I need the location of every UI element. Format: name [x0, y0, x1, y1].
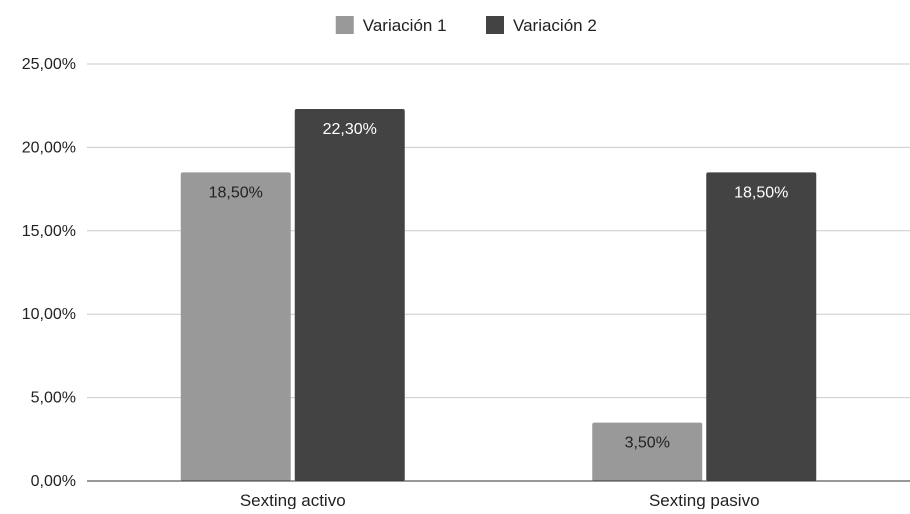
bar — [180, 172, 291, 482]
bar — [706, 172, 817, 482]
data-label: 18,50% — [734, 184, 788, 201]
data-label: 3,50% — [625, 435, 670, 452]
y-axis-ticks: 0,00% 5,00% 10,00% 15,00% 20,00% 25,00% — [22, 56, 76, 490]
x-tick-label: Sexting activo — [240, 491, 346, 509]
y-tick-label: 20,00% — [22, 139, 76, 156]
legend-label: Variación 2 — [513, 16, 597, 35]
y-tick-label: 15,00% — [22, 223, 76, 240]
y-tick-label: 0,00% — [31, 473, 76, 490]
data-label: 22,30% — [323, 121, 377, 138]
x-tick-label: Sexting pasivo — [649, 491, 760, 509]
y-tick-label: 10,00% — [22, 306, 76, 323]
legend: Variación 1 Variación 2 — [335, 16, 597, 35]
y-tick-label: 25,00% — [22, 56, 76, 73]
bar — [592, 422, 703, 481]
y-tick-label: 5,00% — [31, 390, 76, 407]
legend-label: Variación 1 — [363, 16, 447, 35]
legend-swatch — [486, 16, 504, 34]
x-axis-ticks: Sexting activo Sexting pasivo — [240, 491, 760, 510]
bars: 18,50% 22,30% 3,50% 18,50% — [180, 109, 817, 482]
data-label: 18,50% — [209, 184, 263, 201]
bar — [294, 109, 405, 481]
legend-swatch — [335, 16, 354, 34]
